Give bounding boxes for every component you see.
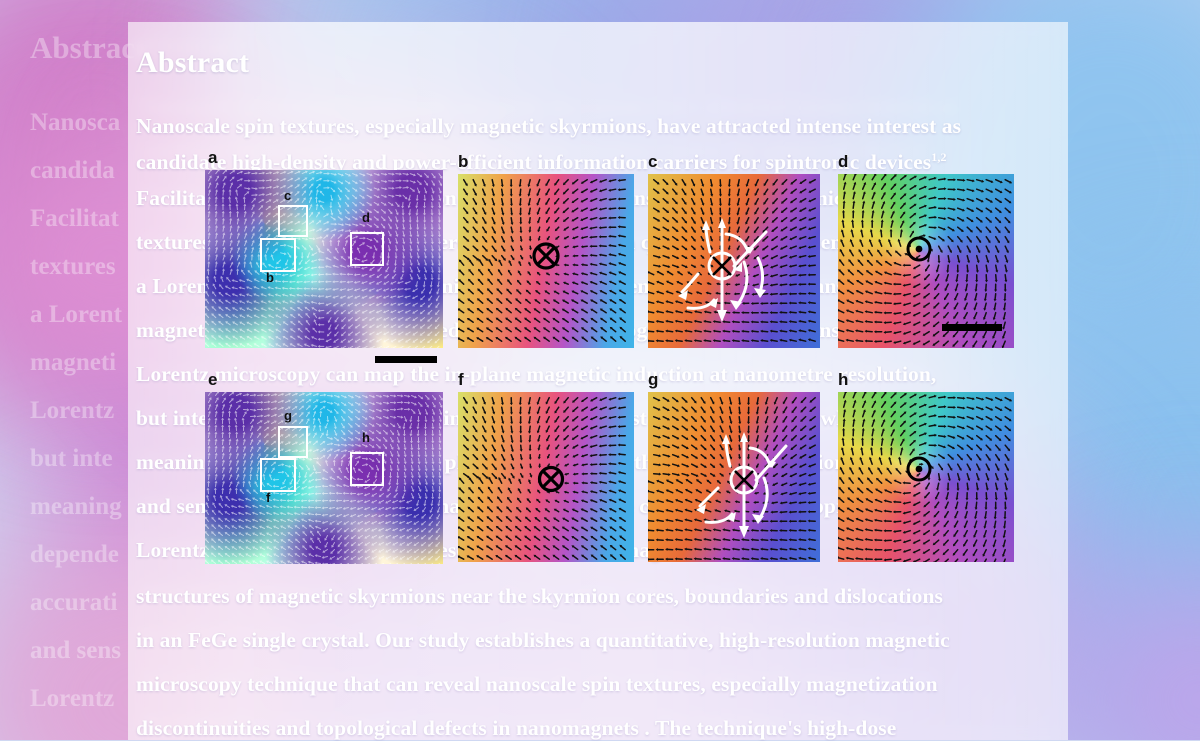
abstract-line: in an FeGe single crystal. Our study est… — [136, 628, 950, 653]
roi-label-b: b — [266, 270, 274, 285]
roi-label-d: d — [362, 210, 370, 225]
roi-box-h[interactable] — [350, 452, 384, 486]
spin-arrow-overlay — [205, 392, 443, 564]
out-of-page-marker-h — [904, 454, 934, 484]
roi-box-b[interactable] — [260, 238, 296, 272]
panel-b[interactable]: b — [458, 148, 638, 370]
into-page-marker-b — [530, 240, 562, 272]
roi-box-g[interactable] — [278, 426, 308, 458]
panel-b-image[interactable] — [458, 174, 634, 348]
abstract-line: Nanoscale spin textures, especially magn… — [136, 114, 961, 139]
panel-c[interactable]: c — [648, 148, 828, 370]
panel-label-c: c — [648, 152, 657, 172]
panel-g-image[interactable] — [648, 392, 820, 562]
panel-c-image[interactable] — [648, 174, 820, 348]
panel-e-image[interactable] — [205, 392, 443, 564]
roi-box-c[interactable] — [278, 205, 308, 237]
panel-label-g: g — [648, 370, 658, 390]
panel-f[interactable]: f — [458, 370, 638, 578]
panel-label-f: f — [458, 370, 464, 390]
streamline-overlay-c — [648, 174, 820, 348]
roi-label-f: f — [266, 490, 270, 505]
roi-label-h: h — [362, 430, 370, 445]
panel-label-e: e — [208, 370, 217, 390]
panel-f-image[interactable] — [458, 392, 634, 562]
roi-box-f[interactable] — [260, 458, 296, 492]
panel-a[interactable]: a b c d — [200, 148, 445, 370]
panel-label-h: h — [838, 370, 848, 390]
into-page-marker-f — [536, 464, 566, 494]
out-of-page-marker-d — [904, 234, 934, 264]
abstract-line: discontinuities and topological defects … — [136, 716, 896, 741]
figure-skyrmion-panels: a b c d b c — [200, 148, 1010, 578]
abstract-line: structures of magnetic skyrmions near th… — [136, 584, 943, 609]
roi-box-d[interactable] — [350, 232, 384, 266]
abstract-line-text: discontinuities and topological defects … — [136, 716, 896, 740]
panel-label-b: b — [458, 152, 468, 172]
panel-d[interactable]: d — [838, 148, 1018, 370]
panel-label-a: a — [208, 148, 217, 168]
panel-g[interactable]: g — [648, 370, 828, 578]
streamline-overlay-g — [648, 392, 820, 562]
roi-label-c: c — [284, 188, 291, 203]
scale-bar-d — [942, 324, 1002, 331]
panel-h[interactable]: h — [838, 370, 1018, 578]
panel-d-image[interactable] — [838, 174, 1014, 348]
panel-h-image[interactable] — [838, 392, 1014, 562]
abstract-line: microscopy technique that can reveal nan… — [136, 672, 938, 697]
spin-arrow-overlay — [205, 170, 443, 348]
scale-bar-a — [375, 356, 437, 363]
panel-e[interactable]: e f g h — [200, 370, 445, 578]
panel-a-image[interactable] — [205, 170, 443, 348]
page-title: Abstract — [136, 46, 249, 80]
panel-label-d: d — [838, 152, 848, 172]
roi-label-g: g — [284, 408, 292, 423]
